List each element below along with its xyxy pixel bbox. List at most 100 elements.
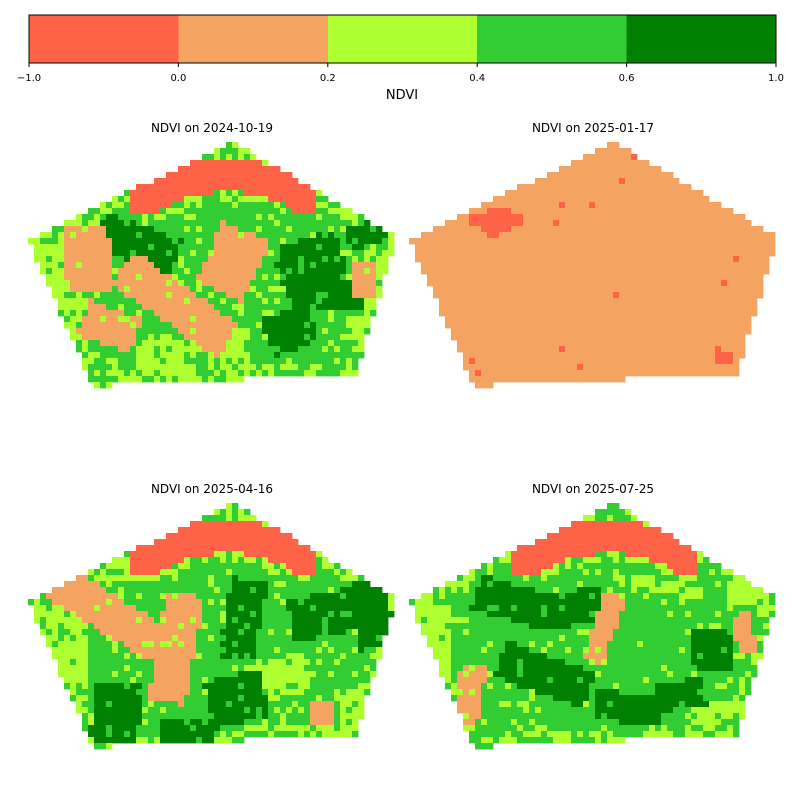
ndvi-cell [178,334,185,341]
ndvi-cell [76,340,83,347]
ndvi-cell [142,557,149,564]
ndvi-cell [310,671,317,678]
ndvi-cell [268,581,275,588]
ndvi-cell [553,304,560,311]
ndvi-cell [334,202,341,209]
ndvi-cell [727,352,734,359]
ndvi-cell [643,166,650,173]
ndvi-cell [541,370,548,377]
ndvi-cell [340,653,347,660]
ndvi-cell [238,599,245,606]
ndvi-cell [751,250,758,257]
ndvi-cell [238,322,245,329]
ndvi-cell [190,184,197,191]
ndvi-cell [112,262,119,269]
ndvi-cell [202,232,209,239]
ndvi-cell [715,232,722,239]
ndvi-cell [328,587,335,594]
ndvi-cell [346,250,353,257]
ndvi-cell [703,322,710,329]
ndvi-cell [328,346,335,353]
ndvi-cell [607,142,614,149]
ndvi-cell [613,250,620,257]
ndvi-cell [202,641,209,648]
ndvi-cell [220,671,227,678]
ndvi-cell [340,587,347,594]
ndvi-cell [559,304,566,311]
ndvi-cell [334,370,341,377]
ndvi-cell [613,280,620,287]
ndvi-cell [358,677,365,684]
ndvi-cell [226,629,233,636]
ndvi-cell [643,184,650,191]
ndvi-cell [547,298,554,305]
ndvi-cell [316,220,323,227]
ndvi-cell [76,623,83,630]
ndvi-cell [529,328,536,335]
ndvi-cell [565,370,572,377]
ndvi-cell [40,262,47,269]
ndvi-cell [256,683,263,690]
ndvi-cell [601,166,608,173]
ndvi-cell [577,226,584,233]
ndvi-cell [34,250,41,257]
ndvi-cell [34,238,41,245]
ndvi-cell [184,617,191,624]
ndvi-cell [481,328,488,335]
ndvi-cell [292,238,299,245]
ndvi-cell [262,370,269,377]
ndvi-cell [124,268,131,275]
ndvi-cell [280,256,287,263]
ndvi-cell [340,623,347,630]
ndvi-cell [679,280,686,287]
ndvi-cell [226,683,233,690]
ndvi-cell [322,617,329,624]
ndvi-cell [232,563,239,570]
ndvi-cell [64,659,71,666]
ndvi-cell [154,316,161,323]
ndvi-cell [256,370,263,377]
ndvi-cell [154,581,161,588]
ndvi-cell [64,683,71,690]
ndvi-cell [334,575,341,582]
ndvi-cell [601,262,608,269]
ndvi-cell [685,304,692,311]
ndvi-cell [82,346,89,353]
ndvi-cell [583,202,590,209]
ndvi-cell [214,172,221,179]
ndvi-cell [415,244,422,251]
ndvi-cell [322,196,329,203]
ndvi-cell [166,298,173,305]
ndvi-cell [178,659,185,666]
ndvi-cell [82,358,89,365]
ndvi-cell [94,310,101,317]
ndvi-cell [106,599,113,606]
ndvi-cell [250,280,257,287]
ndvi-cell [148,358,155,365]
ndvi-cell [619,160,626,167]
ndvi-cell [208,695,215,702]
ndvi-cell [451,220,458,227]
ndvi-cell [184,707,191,714]
ndvi-cell [457,214,464,221]
ndvi-cell [280,244,287,251]
ndvi-cell [505,358,512,365]
ndvi-cell [280,641,287,648]
ndvi-cell [196,557,203,564]
ndvi-cell [160,370,167,377]
ndvi-cell [637,262,644,269]
ndvi-cell [340,370,347,377]
ndvi-cell [208,617,215,624]
ndvi-cell [208,232,215,239]
ndvi-cell [232,166,239,173]
ndvi-cell [226,539,233,546]
ndvi-cell [292,611,299,618]
ndvi-cell [160,238,167,245]
ndvi-cell [148,208,155,215]
ndvi-cell [136,226,143,233]
ndvi-cell [679,184,686,191]
ndvi-cell [112,256,119,263]
ndvi-cell [535,292,542,299]
ndvi-cell [445,310,452,317]
ndvi-cell [334,238,341,245]
